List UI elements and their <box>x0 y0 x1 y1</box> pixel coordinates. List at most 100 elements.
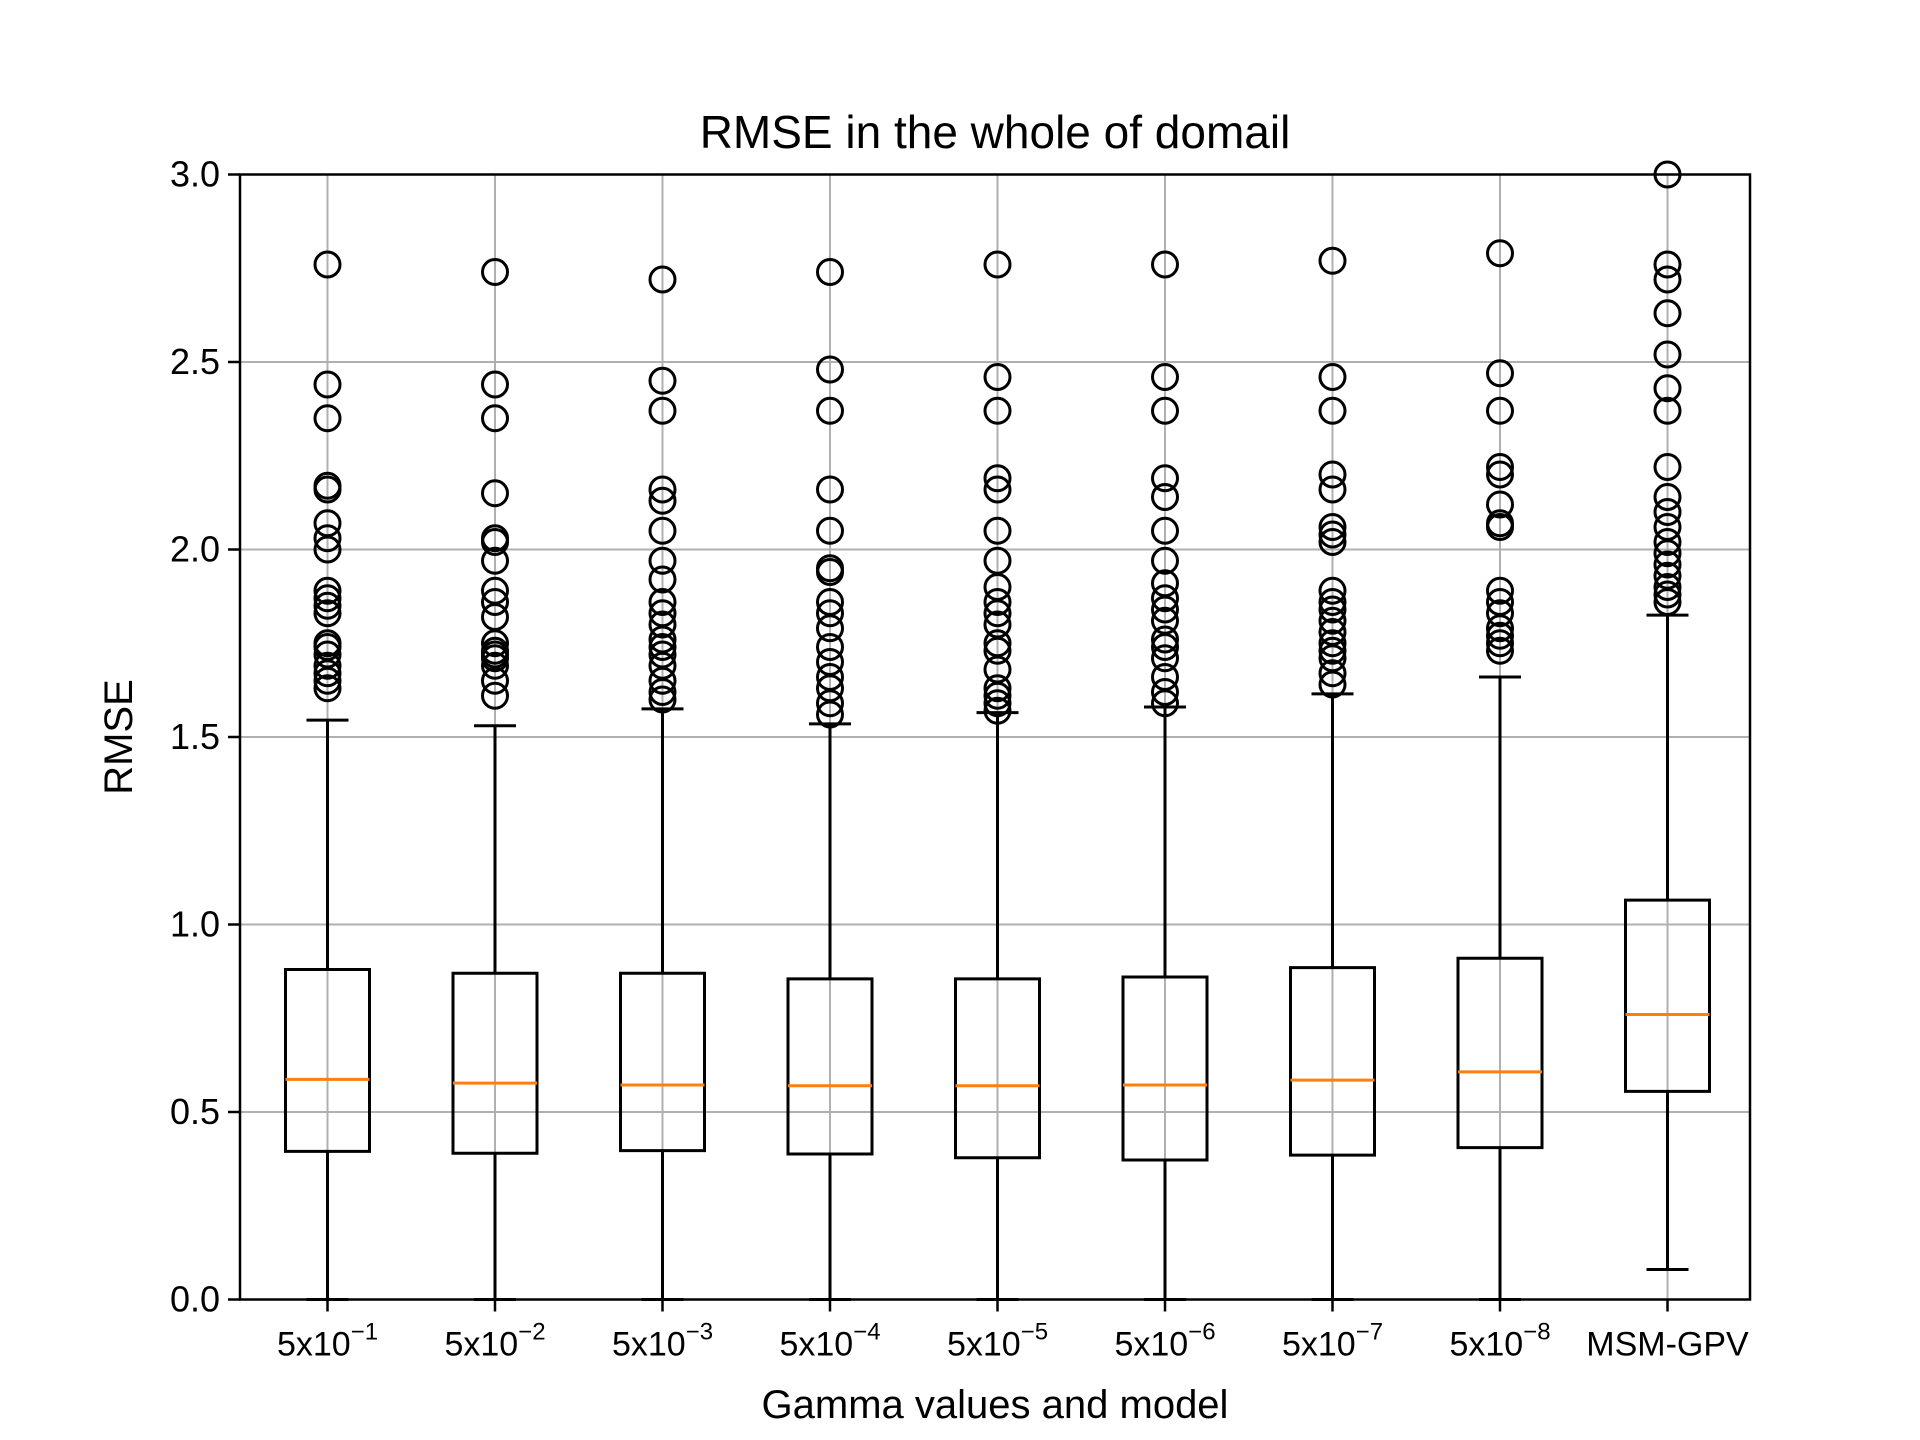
outlier-point <box>313 591 342 620</box>
outlier-point <box>1318 606 1347 635</box>
outlier-point <box>313 584 342 613</box>
outlier-point <box>1151 678 1179 706</box>
outlier-point <box>648 396 677 425</box>
iqr-box <box>786 977 874 1156</box>
outlier-point <box>1151 250 1179 279</box>
outlier-point <box>313 404 342 433</box>
y-tick-label: 1.5 <box>170 716 220 757</box>
outlier-point <box>816 355 844 384</box>
outlier-point <box>1318 396 1347 425</box>
outlier-point <box>1151 363 1179 391</box>
outlier-point <box>1653 513 1682 541</box>
box-group <box>786 258 874 1301</box>
x-tick-label-base: MSM-GPV <box>1586 1326 1749 1364</box>
outlier-point <box>481 681 509 710</box>
outlier-point <box>313 640 342 669</box>
outlier-point <box>481 588 509 616</box>
box-group <box>1121 250 1209 1301</box>
outlier-point <box>1486 588 1514 616</box>
outlier-point <box>1318 629 1347 658</box>
chart-title: RMSE in the whole of domail <box>700 106 1291 158</box>
box-group <box>954 250 1041 1301</box>
outlier-point <box>1653 580 1682 609</box>
outlier-point <box>1486 453 1514 481</box>
x-tick-label-base: 5x10 <box>947 1326 1021 1364</box>
outlier-point <box>816 396 844 425</box>
outlier-point <box>1318 588 1347 616</box>
outlier-point <box>481 258 509 286</box>
grid-lines <box>240 173 1750 1301</box>
outlier-point <box>481 370 509 399</box>
outlier-point <box>313 370 342 399</box>
x-tick-label: 5x10−4 <box>779 1319 880 1364</box>
outlier-point <box>983 588 1012 616</box>
outlier-point <box>313 651 342 680</box>
outlier-point <box>1486 629 1514 658</box>
outlier-point <box>1486 359 1514 388</box>
iqr-box <box>1456 956 1544 1150</box>
outlier-point <box>1151 663 1179 691</box>
outlier-point <box>1653 498 1682 526</box>
outlier-point <box>983 546 1012 575</box>
y-axis-label: RMSE <box>97 679 141 795</box>
outlier-point <box>816 475 844 504</box>
x-tick-label-base: 5x10 <box>1282 1326 1356 1364</box>
outlier-point <box>1486 396 1514 425</box>
y-tick-label: 3.0 <box>170 154 220 195</box>
outlier-point <box>313 674 342 703</box>
outlier-point <box>983 250 1012 279</box>
x-tick-label: 5x10−2 <box>444 1319 545 1364</box>
y-tick-label: 1.0 <box>170 904 220 945</box>
outlier-point <box>1318 475 1347 504</box>
outlier-point <box>1653 453 1682 481</box>
outlier-point <box>1151 606 1179 635</box>
outlier-point <box>816 554 844 583</box>
outlier-point <box>983 464 1012 493</box>
x-tick-label-base: 5x10 <box>1114 1326 1188 1364</box>
outlier-point <box>1151 569 1179 598</box>
outlier-point <box>1151 516 1179 545</box>
iqr-box <box>1289 966 1376 1157</box>
outlier-point <box>1653 265 1682 294</box>
outlier-point <box>1151 464 1179 493</box>
plot-frame <box>238 173 1752 1301</box>
outlier-point <box>313 250 342 279</box>
outlier-point <box>648 265 677 294</box>
outlier-point <box>816 588 844 616</box>
outlier-point <box>1151 396 1179 425</box>
outlier-point <box>816 258 844 286</box>
x-tick-label: MSM-GPV <box>1586 1326 1749 1364</box>
outlier-point <box>481 651 509 680</box>
outlier-point <box>816 516 844 545</box>
outlier-point <box>1318 636 1347 665</box>
x-tick-label: 5x10−3 <box>612 1319 713 1364</box>
outlier-point <box>1318 363 1347 391</box>
outlier-point <box>1318 513 1347 541</box>
x-axis-label: Gamma values and model <box>762 1383 1229 1427</box>
y-tick-label: 2.5 <box>170 341 220 382</box>
outlier-point <box>983 363 1012 391</box>
outlier-point <box>1486 460 1514 489</box>
outlier-point <box>313 599 342 628</box>
x-tick-label: 5x10−7 <box>1282 1319 1383 1364</box>
x-tick-label-base: 5x10 <box>612 1326 686 1364</box>
outlier-point <box>1653 528 1682 556</box>
box-group <box>619 265 706 1301</box>
outlier-point <box>648 366 677 395</box>
outlier-point <box>1151 483 1179 511</box>
box-group <box>1289 246 1376 1301</box>
outlier-point <box>1318 460 1347 489</box>
outlier-point <box>1318 595 1347 624</box>
outlier-point <box>481 524 509 553</box>
outlier-point <box>313 629 342 658</box>
outlier-point <box>1486 576 1514 605</box>
outlier-point <box>313 471 342 500</box>
outlier-point <box>481 636 509 665</box>
outlier-point <box>983 696 1012 725</box>
outlier-point <box>1653 374 1682 403</box>
x-tick-label-exponent: −7 <box>1356 1319 1383 1346</box>
x-tick-label-exponent: −4 <box>853 1319 880 1346</box>
outlier-point <box>983 674 1012 703</box>
